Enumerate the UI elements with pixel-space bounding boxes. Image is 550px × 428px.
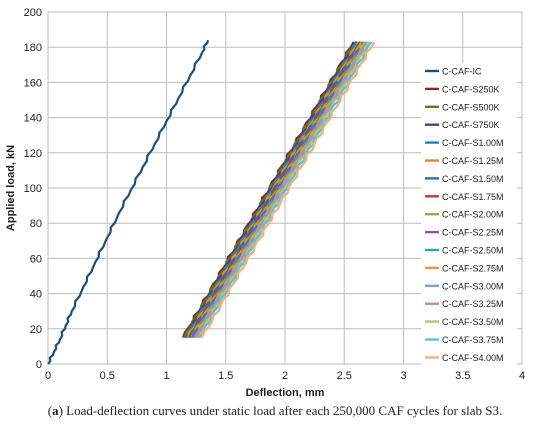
legend-label: C-CAF-S3.25M [442, 299, 504, 309]
caption-label: a [52, 403, 59, 418]
series-line [200, 41, 376, 338]
legend-label: C-CAF-S750K [442, 120, 500, 130]
x-tick-label: 2 [282, 370, 288, 382]
x-tick-label: 0 [45, 370, 51, 382]
y-tick-label: 180 [24, 42, 42, 54]
legend-label: C-CAF-S2.50M [442, 246, 504, 256]
y-tick-label: 160 [24, 77, 42, 89]
y-tick-label: 100 [24, 183, 42, 195]
y-tick-label: 140 [24, 113, 42, 125]
y-tick-label: 200 [24, 7, 42, 19]
series-line [47, 39, 210, 365]
y-tick-label: 20 [30, 324, 42, 336]
x-tick-label: 4 [519, 370, 525, 382]
legend-label: C-CAF-S1.25M [442, 156, 504, 166]
y-tick-label: 80 [30, 218, 42, 230]
legend-box [421, 63, 517, 370]
series-line [197, 41, 371, 339]
legend-label: C-CAF-S1.75M [442, 192, 504, 202]
load-deflection-chart: 0 0.5 1 1.5 2 2.5 3 3.5 4 0 20 40 60 80 100 120 140 160 18… [5, 7, 525, 399]
x-tick-label: 1 [163, 370, 169, 382]
legend-label: C-CAF-S3.50M [442, 317, 504, 327]
legend-label: C-CAF-S2.25M [442, 228, 504, 238]
legend-label: C-CAF-S3.75M [442, 335, 504, 345]
legend-label: C-CAF-S3.00M [442, 281, 504, 291]
x-tick-label: 1.5 [218, 370, 233, 382]
legend-label: C-CAF-S2.00M [442, 210, 504, 220]
y-tick-label: 60 [30, 253, 42, 265]
legend-label: C-CAF-S500K [442, 102, 500, 112]
caption-text: Load-deflection curves under static load… [62, 403, 503, 418]
legend-label: C-CAF-S2.75M [442, 263, 504, 273]
y-tick-label: 40 [30, 289, 42, 301]
legend-label: C-CAF-S1.50M [442, 174, 504, 184]
y-tick-label: 0 [36, 359, 42, 371]
y-axis-title: Applied load, kN [5, 145, 17, 231]
y-tick-label: 120 [24, 148, 42, 160]
x-tick-label: 0.5 [100, 370, 115, 382]
x-axis-title: Deflection, mm [246, 387, 325, 399]
legend-label: C-CAF-S4.00M [442, 353, 504, 363]
x-tick-label: 2.5 [337, 370, 352, 382]
x-tick-label: 3 [400, 370, 406, 382]
legend-label: C-CAF-S1.00M [442, 138, 504, 148]
legend-label: C-CAF-S250K [442, 84, 500, 94]
x-tick-label: 3.5 [455, 370, 470, 382]
legend-label: C-CAF-IC [442, 67, 482, 77]
chart-canvas: 0 0.5 1 1.5 2 2.5 3 3.5 402040608010012014016018… [5, 7, 525, 399]
figure-caption: (a) Load-deflection curves under static … [47, 403, 503, 418]
